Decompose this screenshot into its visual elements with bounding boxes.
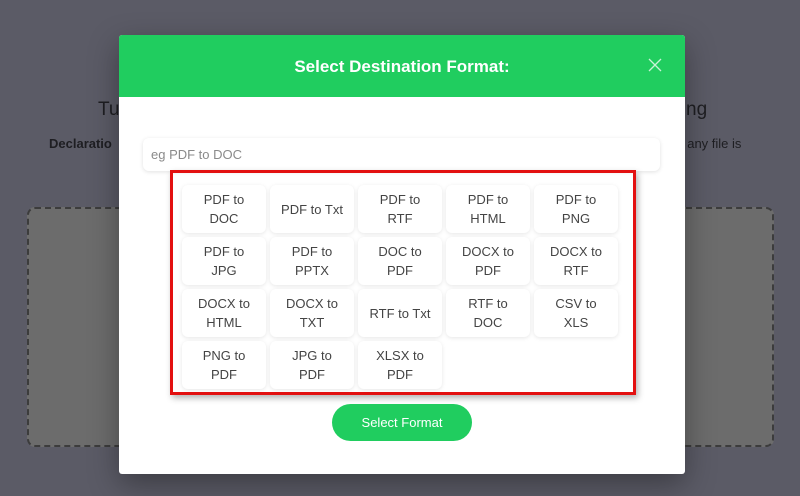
format-options-highlight: PDF to DOC PDF to Txt PDF to RTF PDF to HTM… [170, 170, 636, 395]
format-option-pdf-to-jpg[interactable]: PDF to JPG [182, 237, 266, 285]
format-option-pdf-to-pptx[interactable]: PDF to PPTX [270, 237, 354, 285]
background-heading-fragment-right: ng [686, 99, 708, 120]
background-declaration-right: f any file is [680, 136, 742, 151]
format-option-pdf-to-rtf[interactable]: PDF to RTF [358, 185, 442, 233]
format-option-png-to-pdf[interactable]: PNG to PDF [182, 341, 266, 389]
background-declaration-left: Declaratio [49, 136, 112, 151]
background-heading-fragment-left: Tu [98, 99, 120, 120]
modal-title: Select Destination Format: [294, 57, 510, 76]
format-option-rtf-to-txt[interactable]: RTF to Txt [358, 289, 442, 337]
format-option-docx-to-txt[interactable]: DOCX to TXT [270, 289, 354, 337]
format-option-jpg-to-pdf[interactable]: JPG to PDF [270, 341, 354, 389]
select-format-button[interactable]: Select Format [332, 404, 472, 441]
format-option-doc-to-pdf[interactable]: DOC to PDF [358, 237, 442, 285]
format-option-pdf-to-png[interactable]: PDF to PNG [534, 185, 618, 233]
format-option-docx-to-html[interactable]: DOCX to HTML [182, 289, 266, 337]
format-option-rtf-to-doc[interactable]: RTF to DOC [446, 289, 530, 337]
format-option-csv-to-xls[interactable]: CSV to XLS [534, 289, 618, 337]
format-option-xlsx-to-pdf[interactable]: XLSX to PDF [358, 341, 442, 389]
format-option-pdf-to-txt[interactable]: PDF to Txt [270, 185, 354, 233]
format-option-docx-to-rtf[interactable]: DOCX to RTF [534, 237, 618, 285]
format-option-pdf-to-doc[interactable]: PDF to DOC [182, 185, 266, 233]
modal-header: Select Destination Format: [119, 35, 685, 97]
close-icon[interactable] [647, 57, 663, 73]
format-option-docx-to-pdf[interactable]: DOCX to PDF [446, 237, 530, 285]
format-search-input[interactable] [143, 138, 660, 171]
format-modal: Select Destination Format: PDF to DOCPDF… [119, 35, 685, 474]
format-option-pdf-to-html[interactable]: PDF to HTML [446, 185, 530, 233]
format-grid: PDF to DOC PDF to Txt PDF to RTF PDF to HTM… [182, 185, 618, 389]
